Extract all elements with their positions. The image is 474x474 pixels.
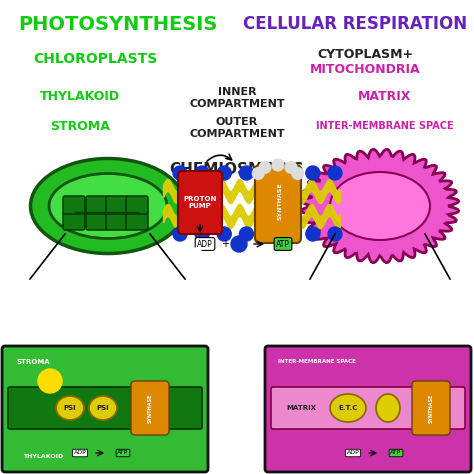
Circle shape [173,227,187,241]
Text: COMPARTMENT: COMPARTMENT [189,129,285,139]
Circle shape [239,227,254,241]
Circle shape [284,166,298,180]
Text: ATP: ATP [391,450,401,456]
FancyBboxPatch shape [106,212,128,230]
FancyBboxPatch shape [106,196,128,214]
Text: STROMA: STROMA [17,359,51,365]
Ellipse shape [376,394,400,422]
Text: THYLAKOID: THYLAKOID [40,90,120,102]
Ellipse shape [30,158,185,254]
Circle shape [217,227,231,241]
Circle shape [231,236,247,252]
FancyBboxPatch shape [265,346,471,472]
Text: E.T.C: E.T.C [338,405,358,411]
Circle shape [285,162,297,173]
Text: THYLAKOID: THYLAKOID [23,454,63,459]
Text: ATP: ATP [118,450,128,456]
FancyBboxPatch shape [86,212,108,230]
Text: MATRIX: MATRIX [286,405,316,411]
Circle shape [306,166,320,180]
FancyBboxPatch shape [86,196,108,214]
FancyBboxPatch shape [126,212,148,230]
FancyBboxPatch shape [126,196,148,214]
FancyBboxPatch shape [63,212,85,230]
Circle shape [195,166,209,180]
Text: COMPARTMENT: COMPARTMENT [189,99,285,109]
Text: ADP: ADP [197,239,213,248]
FancyBboxPatch shape [2,346,208,472]
Circle shape [262,166,275,180]
Circle shape [204,260,216,272]
Circle shape [252,167,264,180]
Text: CELLULAR RESPIRATION: CELLULAR RESPIRATION [243,15,467,33]
Circle shape [239,166,254,180]
Text: ADP: ADP [73,450,86,456]
Circle shape [292,167,304,180]
FancyBboxPatch shape [131,381,169,435]
Circle shape [259,162,271,173]
Text: STROMA: STROMA [50,119,110,133]
Text: PHOTOSYNTHESIS: PHOTOSYNTHESIS [18,15,218,34]
Text: INNER: INNER [218,87,256,97]
FancyBboxPatch shape [178,171,222,234]
Circle shape [272,159,284,171]
Text: CHEMIOSMOSIS: CHEMIOSMOSIS [170,162,304,176]
FancyBboxPatch shape [255,165,301,243]
Ellipse shape [56,396,84,420]
Text: ADP: ADP [346,450,359,456]
Text: PROTON
PUMP: PROTON PUMP [183,196,217,209]
Polygon shape [301,149,459,263]
Circle shape [173,166,187,180]
Text: OUTER: OUTER [216,117,258,127]
FancyBboxPatch shape [271,387,465,429]
Text: PSI: PSI [97,405,109,411]
Text: INTER-MEMBRANE SPACE: INTER-MEMBRANE SPACE [278,359,356,364]
Circle shape [328,227,342,241]
FancyBboxPatch shape [8,387,202,429]
Ellipse shape [89,396,117,420]
Text: PSI: PSI [64,405,76,411]
Text: SYNTHASE: SYNTHASE [277,182,283,220]
Ellipse shape [330,394,366,422]
Circle shape [284,227,298,241]
Text: CYTOPLASM+: CYTOPLASM+ [317,47,413,61]
Text: INTER-MEMBRANE SPACE: INTER-MEMBRANE SPACE [316,121,454,131]
Text: SYNTHASE: SYNTHASE [428,393,434,423]
Circle shape [328,166,342,180]
Text: +: + [221,239,229,249]
Circle shape [306,227,320,241]
Text: CHLOROPLASTS: CHLOROPLASTS [33,52,157,66]
Circle shape [217,166,231,180]
Text: ATP: ATP [276,239,290,248]
Text: SYNTHASE: SYNTHASE [147,393,153,423]
FancyBboxPatch shape [412,381,450,435]
Ellipse shape [330,172,430,240]
FancyBboxPatch shape [63,196,85,214]
Circle shape [190,248,202,260]
Circle shape [195,227,209,241]
Text: MATRIX: MATRIX [358,90,412,102]
Circle shape [262,227,275,241]
Ellipse shape [49,173,167,238]
Circle shape [38,369,62,393]
Text: MITOCHONDRIA: MITOCHONDRIA [310,63,420,75]
